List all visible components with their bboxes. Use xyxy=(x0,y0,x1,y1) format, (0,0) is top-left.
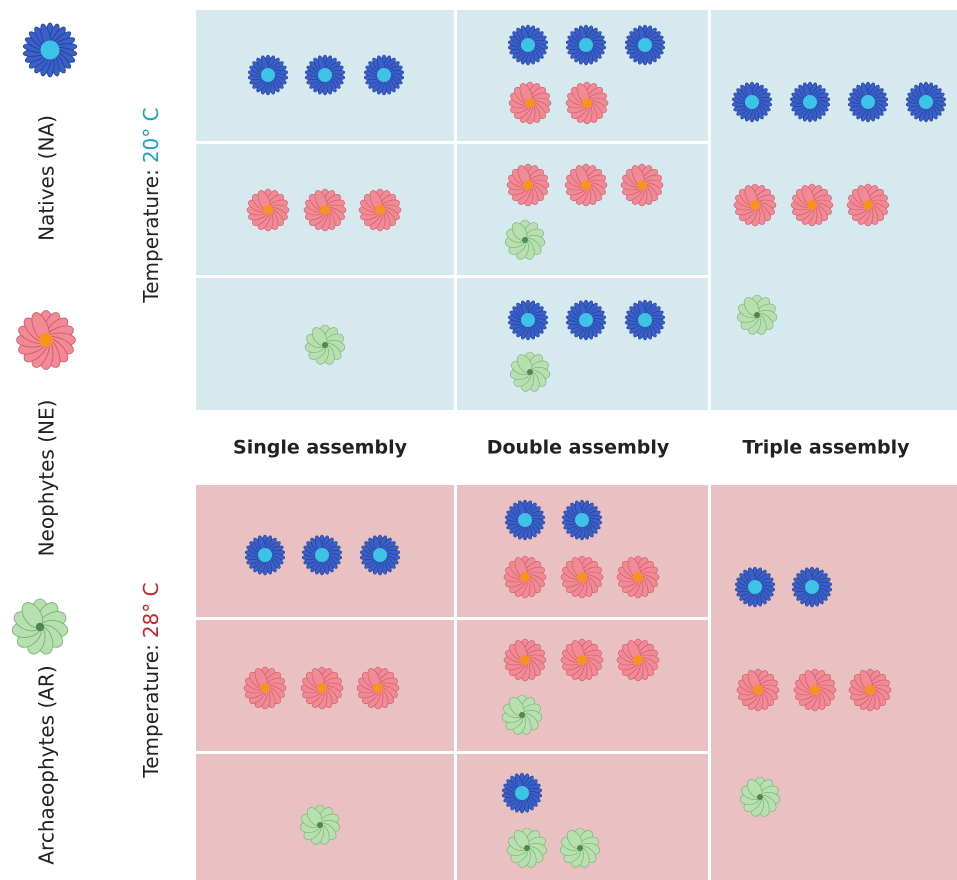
temperature-value: 20° C xyxy=(139,107,163,163)
flower-icon xyxy=(301,667,344,710)
flower-center xyxy=(579,38,593,52)
flower-center xyxy=(521,38,535,52)
temperature-label: Temperature: 28° C xyxy=(139,582,163,778)
flower-center xyxy=(524,845,530,851)
flower-center xyxy=(377,68,391,82)
flower-icon xyxy=(849,669,892,712)
flower-icon xyxy=(509,82,552,125)
flower-center xyxy=(638,313,652,327)
flower-center xyxy=(519,712,525,718)
flower-center xyxy=(805,580,819,594)
column-header: Double assembly xyxy=(487,437,670,459)
temperature-prefix: Temperature: xyxy=(139,644,163,778)
flower-center xyxy=(375,205,385,215)
flower-center xyxy=(525,98,535,108)
flower-center xyxy=(750,200,760,210)
flower-icon xyxy=(244,667,287,710)
flower-center xyxy=(317,822,323,828)
flower-center xyxy=(919,95,933,109)
flower-center xyxy=(527,369,533,375)
flower-icon xyxy=(617,556,660,599)
flower-center xyxy=(39,333,53,347)
temperature-prefix: Temperature: xyxy=(139,169,163,303)
flower-center xyxy=(638,38,652,52)
flower-icon xyxy=(561,639,604,682)
flower-center xyxy=(753,685,763,695)
flower-icon xyxy=(566,82,609,125)
flower-icon xyxy=(16,310,76,370)
flower-icon xyxy=(359,189,402,232)
column-header: Triple assembly xyxy=(743,437,911,459)
flower-center xyxy=(320,205,330,215)
flower-center xyxy=(577,572,587,582)
flower-center xyxy=(863,200,873,210)
flower-icon xyxy=(565,164,608,207)
flower-icon xyxy=(561,556,604,599)
flower-icon xyxy=(304,189,347,232)
flower-center xyxy=(637,180,647,190)
flower-center xyxy=(373,548,387,562)
flower-center xyxy=(577,655,587,665)
flower-icon xyxy=(357,667,400,710)
column-header: Single assembly xyxy=(233,437,408,459)
flower-center xyxy=(577,845,583,851)
flower-icon xyxy=(247,189,290,232)
flower-center xyxy=(748,580,762,594)
flower-center xyxy=(745,95,759,109)
flower-center xyxy=(582,98,592,108)
flower-center xyxy=(263,205,273,215)
flower-icon xyxy=(507,164,550,207)
flower-center xyxy=(518,513,532,527)
flower-center xyxy=(318,68,332,82)
flower-center xyxy=(521,313,535,327)
flower-center xyxy=(861,95,875,109)
flower-center xyxy=(373,683,383,693)
flower-center xyxy=(315,548,329,562)
flower-icon xyxy=(617,639,660,682)
flower-center xyxy=(260,683,270,693)
flower-center xyxy=(322,342,328,348)
flower-center xyxy=(520,655,530,665)
flower-center xyxy=(754,312,760,318)
flower-center xyxy=(579,313,593,327)
flower-center xyxy=(258,548,272,562)
legend-label: Archaeophytes (AR) xyxy=(35,665,59,864)
flower-icon xyxy=(737,669,780,712)
temperature-value: 28° C xyxy=(139,582,163,638)
flower-center xyxy=(575,513,589,527)
flower-center xyxy=(757,794,763,800)
flower-center xyxy=(36,623,44,631)
legend-label: Natives (NA) xyxy=(35,115,59,241)
flower-icon xyxy=(794,669,837,712)
flower-center xyxy=(515,786,529,800)
flower-center xyxy=(41,41,60,60)
flower-center xyxy=(807,200,817,210)
flower-center xyxy=(865,685,875,695)
flower-icon xyxy=(504,639,547,682)
flower-icon xyxy=(734,184,777,227)
flower-icon xyxy=(621,164,664,207)
flower-center xyxy=(581,180,591,190)
temperature-label: Temperature: 20° C xyxy=(139,107,163,303)
flower-icon xyxy=(504,556,547,599)
flower-icon xyxy=(11,599,69,656)
legend-label: Neophytes (NE) xyxy=(35,400,59,557)
flower-icon xyxy=(847,184,890,227)
flower-center xyxy=(633,572,643,582)
flower-center xyxy=(633,655,643,665)
flower-center xyxy=(803,95,817,109)
flower-center xyxy=(261,68,275,82)
flower-center xyxy=(522,237,528,243)
flower-center xyxy=(520,572,530,582)
flower-center xyxy=(810,685,820,695)
flower-icon xyxy=(791,184,834,227)
flower-icon xyxy=(23,23,78,77)
flower-center xyxy=(317,683,327,693)
diagram: Single assembly Double assembly Triple a… xyxy=(0,0,957,880)
flower-center xyxy=(523,180,533,190)
